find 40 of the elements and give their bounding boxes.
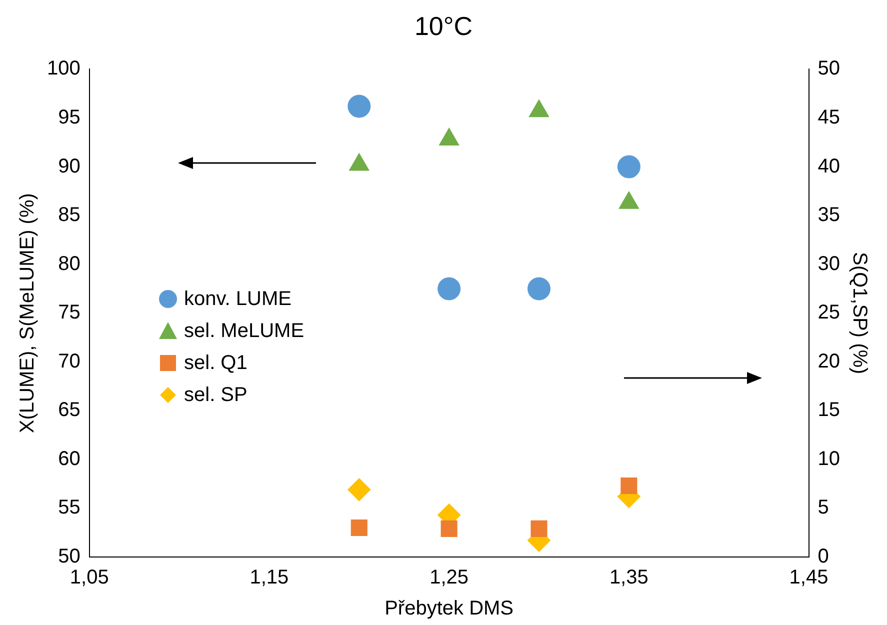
y-axis-title: X(LUME), S(MeLUME) (%): [16, 193, 39, 434]
y2-tick-label: 45: [818, 106, 840, 128]
y2-tick-label: 25: [818, 302, 840, 324]
y2-tick-label: 10: [818, 448, 840, 470]
y-tick-label: 50: [58, 546, 80, 568]
y-tick-label: 55: [58, 496, 80, 519]
y-tick-label: 65: [58, 399, 80, 422]
y2-tick-label: 35: [818, 204, 840, 226]
legend-label: konv. LUME: [184, 287, 292, 312]
x-tick-label: 1,35: [609, 566, 648, 589]
y2-tick-label: 30: [818, 252, 840, 275]
point: [530, 520, 548, 537]
y-tick-label: 80: [58, 252, 80, 275]
y-tick-label: 70: [58, 350, 80, 372]
x-tick-label: 1,45: [789, 566, 828, 589]
y2-tick-label: 50: [818, 58, 840, 80]
y2-tick-label: 40: [818, 155, 840, 178]
legend-label: sel. MeLUME: [184, 319, 304, 344]
y-tick-label: 75: [58, 302, 80, 324]
y-tick-label: 100: [46, 58, 80, 80]
y2-tick-label: 15: [818, 399, 840, 422]
point: [620, 478, 638, 494]
chart-title: 10°C: [414, 10, 473, 41]
x-tick-label: 1,25: [430, 566, 469, 589]
y-tick-label: 90: [58, 155, 80, 178]
point: [440, 520, 458, 537]
point: [348, 478, 371, 502]
y2-axis-title: S(Q1,SP) (%): [848, 252, 870, 374]
y-tick-label: 95: [58, 106, 80, 128]
point: [350, 519, 368, 536]
y2-tick-label: 5: [818, 496, 829, 519]
y2-tick-label: 0: [818, 546, 829, 568]
y-tick-label: 85: [58, 204, 80, 226]
legend-label: sel. Q1: [184, 351, 248, 376]
x-tick-label: 1,05: [70, 566, 109, 589]
legend-label: sel. SP: [184, 383, 248, 408]
x-tick-label: 1,15: [250, 566, 289, 589]
y2-tick-label: 20: [818, 350, 840, 372]
y-tick-label: 60: [58, 448, 80, 470]
x-axis-title: Přebytek DMS: [384, 598, 514, 620]
